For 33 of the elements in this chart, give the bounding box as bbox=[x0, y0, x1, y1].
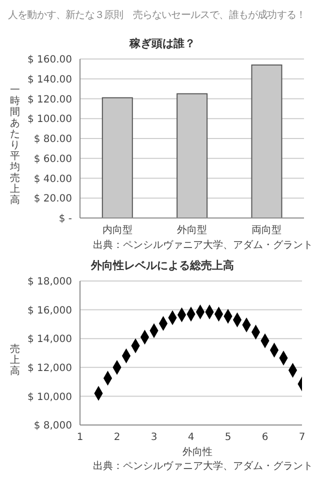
y-tick-label: $ 80.00 bbox=[34, 134, 72, 146]
y-tick-label: $ 18,000 bbox=[27, 276, 72, 288]
y-axis-title: 売上高 bbox=[10, 344, 20, 376]
y-tick-label: $ 140.00 bbox=[27, 74, 72, 86]
y-tick-label: $ 12,000 bbox=[27, 362, 72, 374]
y-tick-label: $ - bbox=[58, 214, 72, 225]
y-tick-label: $ 160.00 bbox=[27, 54, 72, 66]
x-tick-label: 7 bbox=[298, 432, 306, 444]
y-tick-label: $ 8,000 bbox=[34, 420, 72, 432]
x-tick-label: 2 bbox=[114, 432, 120, 444]
x-tick-label: 3 bbox=[150, 432, 158, 444]
x-tick-label: 4 bbox=[188, 432, 194, 444]
x-tick-label: 1 bbox=[76, 432, 84, 444]
chart-title: 外向性レベルによる総売上高 bbox=[90, 258, 235, 273]
y-tick-label: $ 120.00 bbox=[27, 94, 72, 106]
x-tick-label: 5 bbox=[224, 432, 232, 444]
source-note: 出典：ペンシルヴァニア大学、アダム・グラント bbox=[92, 238, 314, 252]
y-tick-label: $ 10,000 bbox=[27, 392, 72, 403]
y-tick-label: $ 16,000 bbox=[27, 305, 72, 316]
x-tick-label: 内向型 bbox=[102, 224, 132, 236]
x-axis-title: 外向性 bbox=[182, 446, 214, 459]
y-tick-label: $ 14,000 bbox=[27, 334, 72, 346]
source-note: 出典：ペンシルヴァニア大学、アダム・グラント bbox=[92, 460, 314, 473]
chart-title: 稼ぎ頭は誰？ bbox=[128, 36, 196, 51]
y-tick-label: $ 20.00 bbox=[34, 194, 72, 205]
x-tick-label: 外向型 bbox=[177, 224, 207, 236]
y-tick-label: $ 60.00 bbox=[34, 154, 72, 165]
x-tick-label: 両向型 bbox=[252, 224, 282, 236]
chart-subtitle: 人を動かす、新たな３原則 売らないセールスで、誰もが成功する！ bbox=[8, 8, 307, 22]
y-tick-label: $ 40.00 bbox=[34, 174, 72, 185]
text: 一時間あたり平均売上高 bbox=[10, 85, 20, 206]
x-tick-label: 6 bbox=[262, 432, 268, 444]
y-tick-label: $ 100.00 bbox=[27, 114, 72, 126]
